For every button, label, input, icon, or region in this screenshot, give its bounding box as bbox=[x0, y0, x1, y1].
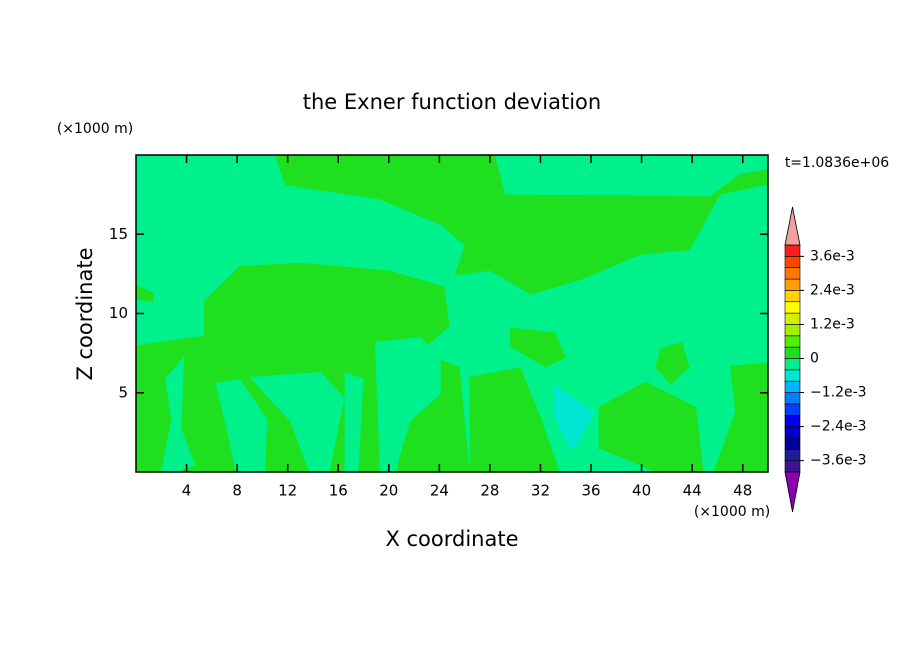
colorbar-tick-label: 2.4e-3 bbox=[810, 282, 855, 298]
contour-region bbox=[469, 367, 560, 472]
colorbar-box bbox=[784, 403, 801, 416]
colorbar-box bbox=[784, 358, 801, 371]
x-tick-label: 12 bbox=[278, 482, 297, 500]
colorbar-box bbox=[784, 437, 801, 450]
contour-region bbox=[713, 362, 768, 472]
contour-region bbox=[510, 327, 566, 368]
y-unit: (×1000 m) bbox=[57, 121, 133, 137]
x-tick-label: 16 bbox=[329, 482, 348, 500]
colorbar-box bbox=[784, 414, 801, 427]
y-tick-label: 10 bbox=[109, 304, 128, 322]
time-label: t=1.0836e+06 bbox=[785, 155, 889, 171]
x-axis-label: X coordinate bbox=[385, 527, 518, 551]
colorbar-tick-label: −2.4e-3 bbox=[810, 419, 867, 435]
colorbar-tick-label: 1.2e-3 bbox=[810, 316, 855, 332]
colorbar-box bbox=[784, 290, 801, 303]
contour-region bbox=[136, 284, 154, 303]
colorbar-box bbox=[784, 392, 801, 405]
colorbar-box bbox=[784, 312, 801, 325]
contour-region bbox=[161, 356, 196, 472]
colorbar-tick-label: 3.6e-3 bbox=[810, 248, 855, 264]
colorbar-box bbox=[784, 426, 801, 439]
colorbar-box bbox=[784, 335, 801, 348]
x-tick-label: 36 bbox=[581, 482, 600, 500]
colorbar-box bbox=[784, 256, 801, 269]
colorbar-box bbox=[784, 448, 801, 461]
y-axis-label: Z coordinate bbox=[73, 247, 97, 380]
contour-region bbox=[554, 384, 595, 450]
colorbar-box bbox=[784, 267, 801, 280]
colorbar-over bbox=[784, 206, 801, 246]
x-tick-label: 44 bbox=[683, 482, 702, 500]
colorbar-box bbox=[784, 278, 801, 291]
y-tick-label: 15 bbox=[109, 225, 128, 243]
colorbar-box bbox=[784, 369, 801, 382]
chart-title: the Exner function deviation bbox=[303, 90, 601, 114]
colorbar-tick-label: −1.2e-3 bbox=[810, 385, 867, 401]
colorbar-tick-label: −3.6e-3 bbox=[810, 453, 867, 469]
y-tick-label: 5 bbox=[118, 383, 128, 401]
x-unit: (×1000 m) bbox=[694, 504, 770, 520]
contour-region bbox=[374, 337, 441, 472]
x-tick-label: 48 bbox=[733, 482, 752, 500]
x-tick-label: 8 bbox=[232, 482, 242, 500]
plot-area bbox=[136, 155, 768, 472]
colorbar-box bbox=[784, 244, 801, 257]
colorbar-box bbox=[784, 346, 801, 359]
colorbar-box bbox=[784, 380, 801, 393]
contour-region bbox=[215, 378, 268, 472]
x-tick-label: 32 bbox=[531, 482, 550, 500]
x-tick-label: 4 bbox=[182, 482, 192, 500]
contour-region bbox=[598, 381, 704, 472]
contour-region bbox=[344, 372, 364, 472]
field bbox=[136, 155, 768, 472]
colorbar-tick-label: 0 bbox=[810, 351, 819, 367]
x-tick-label: 20 bbox=[379, 482, 398, 500]
colorbar-under bbox=[784, 471, 801, 513]
x-tick-label: 28 bbox=[480, 482, 499, 500]
colorbar-box bbox=[784, 324, 801, 337]
contour-region bbox=[249, 372, 345, 472]
contour-region bbox=[655, 342, 690, 385]
contour-region bbox=[275, 155, 768, 295]
colorbar-box bbox=[784, 301, 801, 314]
x-tick-label: 40 bbox=[632, 482, 651, 500]
x-tick-label: 24 bbox=[430, 482, 449, 500]
colorbar-box bbox=[784, 460, 801, 473]
